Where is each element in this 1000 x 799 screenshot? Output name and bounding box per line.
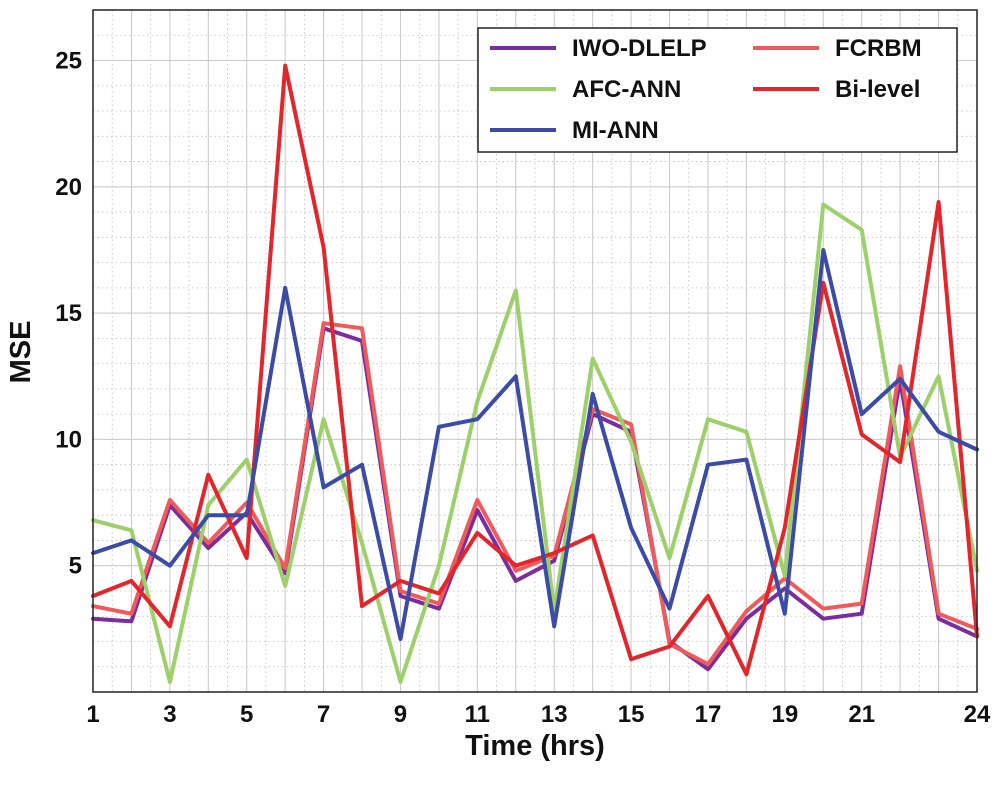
x-tick-label: 7 (317, 701, 330, 728)
series-layer (91, 63, 979, 684)
x-tick-label: 9 (394, 701, 407, 728)
legend-label: AFC-ANN (572, 76, 681, 103)
y-tick-label: 20 (55, 174, 82, 201)
series-line-afc-ann (91, 202, 979, 684)
x-axis-label: Time (hrs) (465, 730, 605, 762)
series-line-fcrbm (91, 321, 979, 667)
series-line-iwo-dlelp (91, 326, 979, 672)
x-axis-ticks: 1 3 5 7 9 11 13 15 17 19 21 24 (86, 701, 991, 728)
x-tick-label: 19 (771, 701, 798, 728)
y-tick-label: 10 (55, 426, 82, 453)
plot-frame (92, 9, 978, 693)
legend-label: MI-ANN (572, 117, 659, 144)
legend-label: FCRBM (835, 35, 922, 62)
x-tick-label: 21 (848, 701, 875, 728)
y-tick-label: 5 (69, 553, 82, 580)
y-tick-label: 15 (55, 300, 82, 327)
y-axis-label: MSE (5, 321, 37, 384)
y-axis-ticks: 5 10 15 20 25 (55, 48, 82, 580)
x-tick-label: 17 (695, 701, 722, 728)
x-tick-label: 11 (465, 701, 490, 728)
legend-label: Bi-level (835, 76, 920, 103)
x-tick-label: 5 (240, 701, 253, 728)
series-line-mi-ann (91, 248, 979, 641)
x-tick-label: 15 (618, 701, 645, 728)
legend: IWO-DLELP FCRBM AFC-ANN Bi-level MI-ANN (477, 27, 958, 153)
legend-label: IWO-DLELP (572, 35, 707, 62)
legend-box (477, 27, 958, 153)
x-tick-label: 1 (86, 701, 99, 728)
x-tick-label: 3 (163, 701, 176, 728)
x-tick-label: 13 (541, 701, 568, 728)
series-line-bi-level (91, 63, 979, 677)
y-tick-label: 25 (55, 48, 82, 75)
x-tick-label: 24 (964, 701, 991, 728)
